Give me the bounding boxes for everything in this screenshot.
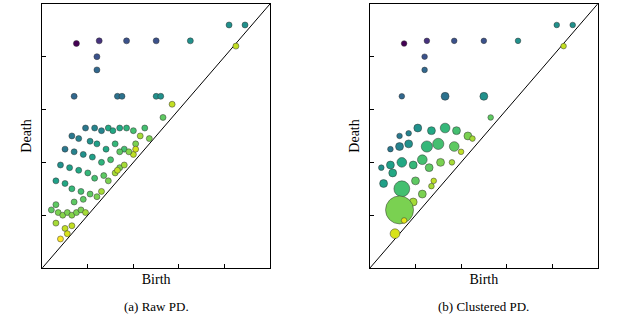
svg-text:Birth: Birth xyxy=(142,272,171,287)
svg-text:(b) Clustered PD.: (b) Clustered PD. xyxy=(438,299,529,314)
svg-text:(a) Raw PD.: (a) Raw PD. xyxy=(124,299,189,314)
svg-text:Death: Death xyxy=(347,119,362,152)
svg-text:Birth: Birth xyxy=(469,272,498,287)
svg-text:Death: Death xyxy=(19,119,34,152)
